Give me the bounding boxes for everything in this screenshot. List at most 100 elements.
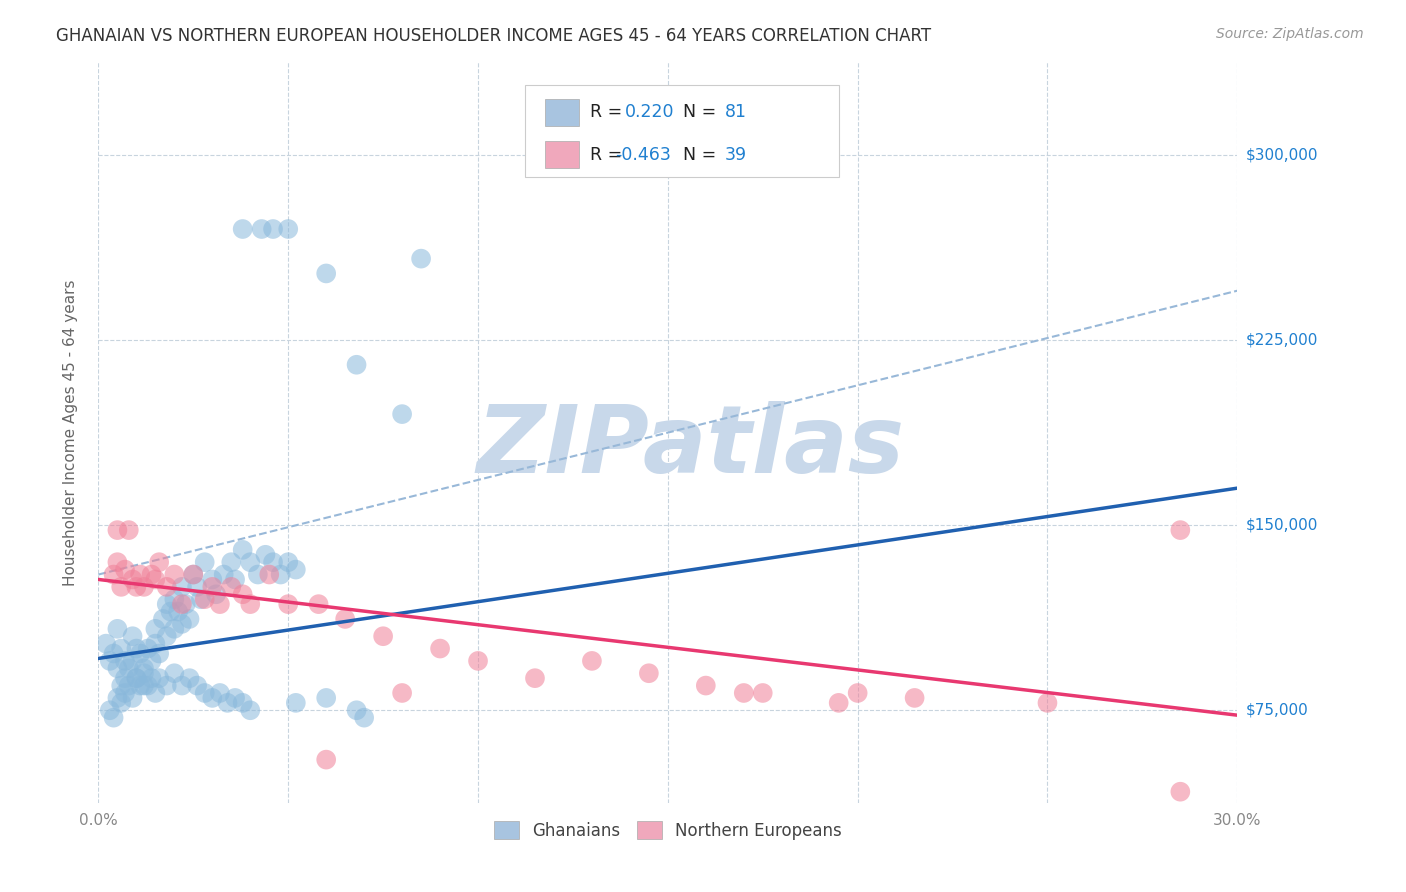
Point: [752, 686, 775, 700]
Point: [103, 711, 125, 725]
Bar: [546, 99, 579, 126]
Point: [284, 563, 307, 577]
Point: [129, 567, 152, 582]
Point: [107, 661, 129, 675]
Point: [346, 703, 368, 717]
Point: [315, 690, 337, 705]
Point: [110, 696, 132, 710]
Point: [179, 671, 201, 685]
Point: [141, 567, 163, 582]
Point: [145, 686, 167, 700]
Point: [107, 622, 129, 636]
Point: [308, 597, 330, 611]
Point: [103, 567, 125, 582]
Point: [121, 690, 143, 705]
Point: [391, 686, 413, 700]
Point: [232, 696, 254, 710]
Point: [262, 555, 284, 569]
Point: [194, 686, 217, 700]
Text: ZIPatlas: ZIPatlas: [477, 401, 904, 493]
Text: $300,000: $300,000: [1246, 147, 1317, 162]
Point: [118, 661, 141, 675]
Point: [391, 407, 413, 421]
Point: [186, 580, 208, 594]
Point: [232, 587, 254, 601]
Point: [270, 567, 292, 582]
Point: [208, 597, 231, 611]
Point: [217, 696, 239, 710]
Point: [183, 567, 205, 582]
Point: [246, 567, 269, 582]
Point: [121, 654, 143, 668]
Point: [167, 605, 190, 619]
Point: [159, 605, 181, 619]
Text: $225,000: $225,000: [1246, 333, 1317, 348]
Point: [224, 573, 246, 587]
Point: [221, 580, 243, 594]
Point: [467, 654, 489, 668]
Point: [118, 523, 141, 537]
Point: [170, 580, 193, 594]
Point: [232, 222, 254, 236]
Text: R =: R =: [591, 145, 628, 164]
Point: [103, 647, 125, 661]
Point: [353, 711, 375, 725]
Point: [170, 679, 193, 693]
Point: [145, 622, 167, 636]
Text: 39: 39: [725, 145, 747, 164]
Point: [733, 686, 755, 700]
Point: [277, 555, 299, 569]
Point: [132, 679, 155, 693]
Point: [145, 573, 167, 587]
Point: [524, 671, 547, 685]
Point: [828, 696, 851, 710]
Point: [156, 597, 179, 611]
Point: [335, 612, 357, 626]
Point: [239, 597, 262, 611]
Point: [148, 555, 170, 569]
Text: 0.220: 0.220: [624, 103, 673, 121]
Point: [156, 580, 179, 594]
Point: [125, 671, 148, 685]
Point: [163, 622, 186, 636]
Point: [170, 597, 193, 611]
Point: [250, 222, 273, 236]
Text: $150,000: $150,000: [1246, 517, 1317, 533]
Point: [136, 641, 159, 656]
Text: -0.463: -0.463: [616, 145, 671, 164]
Point: [148, 647, 170, 661]
Point: [212, 567, 235, 582]
Text: R =: R =: [591, 103, 628, 121]
Point: [94, 637, 117, 651]
Point: [121, 629, 143, 643]
Point: [277, 597, 299, 611]
Point: [125, 580, 148, 594]
Point: [163, 592, 186, 607]
Legend: Ghanaians, Northern Europeans: Ghanaians, Northern Europeans: [486, 814, 849, 847]
Point: [1170, 785, 1192, 799]
Point: [1036, 696, 1059, 710]
Point: [239, 555, 262, 569]
Point: [201, 580, 224, 594]
Text: GHANAIAN VS NORTHERN EUROPEAN HOUSEHOLDER INCOME AGES 45 - 64 YEARS CORRELATION : GHANAIAN VS NORTHERN EUROPEAN HOUSEHOLDE…: [56, 27, 931, 45]
Point: [145, 637, 167, 651]
Point: [186, 679, 208, 693]
Point: [194, 592, 217, 607]
Point: [110, 641, 132, 656]
Point: [114, 563, 136, 577]
Point: [114, 654, 136, 668]
Point: [156, 679, 179, 693]
Point: [315, 753, 337, 767]
Point: [194, 555, 217, 569]
Point: [205, 587, 228, 601]
Point: [221, 555, 243, 569]
Point: [107, 523, 129, 537]
Point: [411, 252, 433, 266]
Point: [179, 612, 201, 626]
Bar: [546, 141, 579, 169]
Point: [346, 358, 368, 372]
Point: [232, 542, 254, 557]
Point: [170, 616, 193, 631]
Point: [114, 671, 136, 685]
Y-axis label: Householder Income Ages 45 - 64 years: Householder Income Ages 45 - 64 years: [63, 279, 77, 586]
